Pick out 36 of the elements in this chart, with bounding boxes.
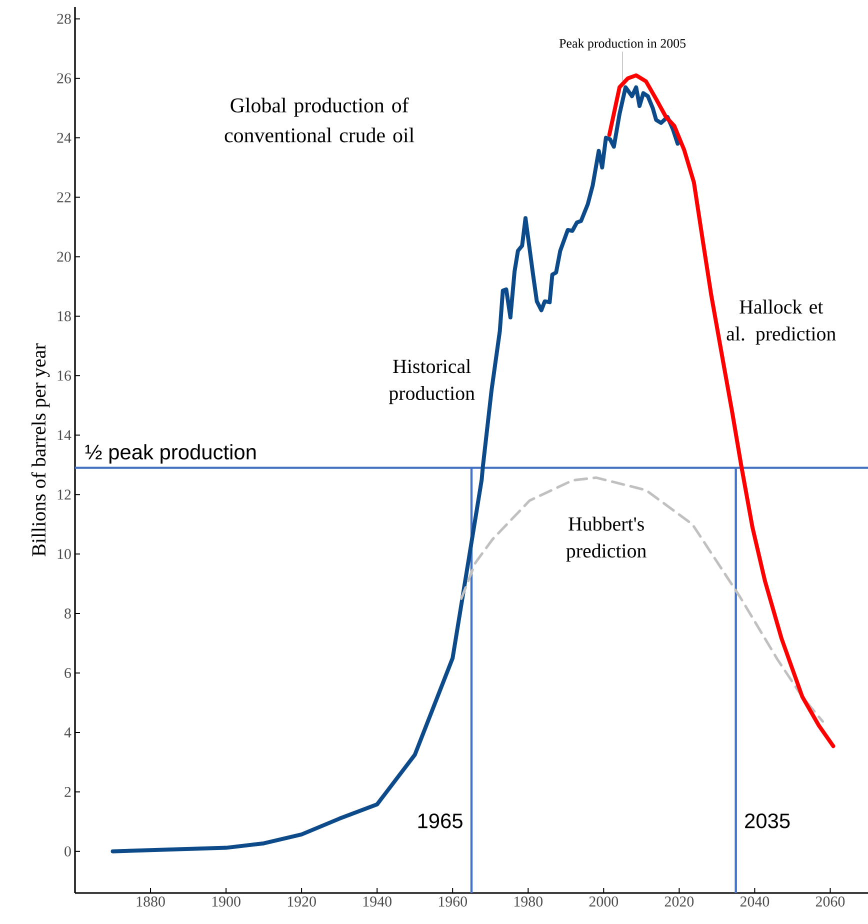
series-label: Historical production bbox=[389, 359, 475, 404]
series-label: Hubbert's prediction bbox=[566, 516, 646, 562]
text: Global production of conventional crude oil bbox=[224, 98, 414, 142]
x-tick-label: 2060 bbox=[816, 896, 845, 907]
y-tick-label: 28 bbox=[57, 14, 71, 24]
y-tick-label: 2 bbox=[64, 786, 71, 797]
ref-line-label: ½ peak production bbox=[85, 444, 256, 464]
y-tick-label: 18 bbox=[58, 311, 71, 322]
y-tick-label: 10 bbox=[58, 549, 71, 560]
y-axis-title: Billions of barrels per year bbox=[31, 343, 50, 556]
x-tick-label: 1960 bbox=[438, 896, 467, 907]
y-tick-label: 26 bbox=[57, 73, 72, 84]
y-tick-label: 22 bbox=[57, 192, 71, 202]
x-tick-label: 1980 bbox=[514, 896, 543, 907]
x-tick-label: 1920 bbox=[288, 896, 316, 907]
y-tick-label: 24 bbox=[57, 132, 72, 143]
line-series bbox=[110, 85, 680, 854]
y-tick-label: 4 bbox=[64, 728, 72, 738]
y-tick-label: 14 bbox=[58, 430, 72, 440]
y-tick-label: 16 bbox=[58, 370, 72, 381]
y-tick-label: 12 bbox=[58, 490, 71, 500]
x-tick-label: 2020 bbox=[664, 896, 694, 907]
ref-line-label: 2035 bbox=[745, 813, 790, 828]
x-tick-label: 1900 bbox=[212, 896, 240, 907]
ref-line-label: 1965 bbox=[418, 813, 462, 828]
x-tick-label: 2000 bbox=[589, 896, 618, 907]
x-tick-label: 1880 bbox=[136, 896, 165, 907]
annotation: Peak production in 2005 bbox=[559, 38, 686, 50]
y-tick-label: 0 bbox=[64, 846, 71, 856]
line-series bbox=[460, 476, 824, 723]
x-tick-label: 2040 bbox=[740, 896, 770, 907]
y-tick-label: 8 bbox=[64, 608, 71, 619]
y-tick-label: 6 bbox=[64, 668, 72, 678]
y-tick-label: 20 bbox=[57, 252, 71, 262]
x-tick-label: 1940 bbox=[363, 896, 392, 907]
series-label: Hallock et al. prediction bbox=[726, 300, 836, 345]
